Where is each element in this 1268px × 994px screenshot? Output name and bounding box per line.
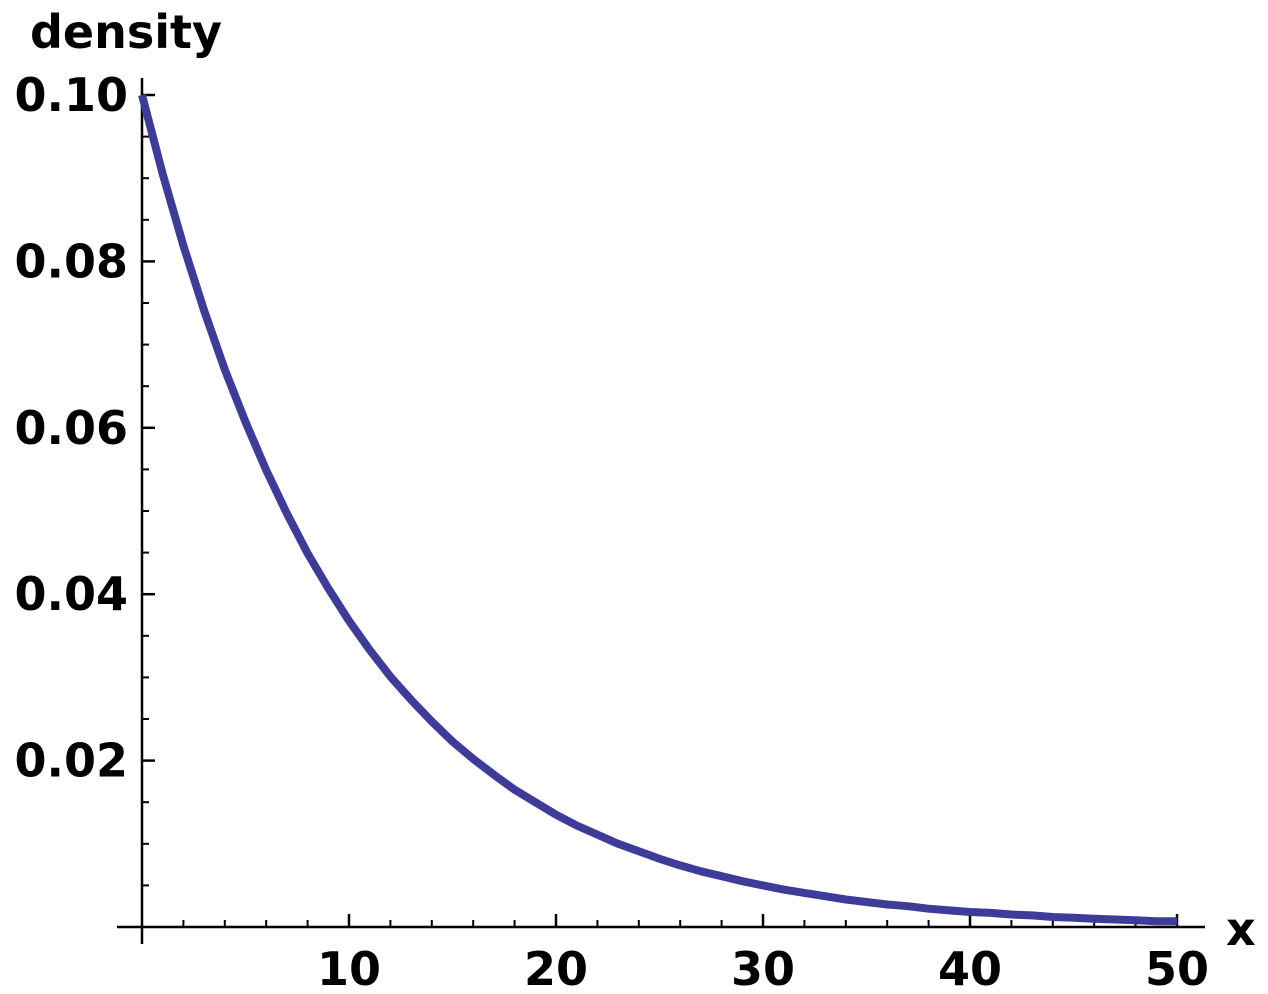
x-tick-label: 10	[317, 942, 381, 994]
x-tick-label: 40	[938, 942, 1002, 994]
y-axis-label: density	[30, 5, 222, 59]
x-tick-label: 50	[1145, 942, 1209, 994]
y-tick-label: 0.04	[15, 567, 129, 621]
density-curve	[138, 93, 1177, 926]
y-tick-label: 0.08	[15, 234, 129, 288]
x-tick-label: 30	[731, 942, 795, 994]
x-axis-label: x	[1226, 902, 1256, 956]
series-layer	[138, 93, 1177, 926]
y-tick-label: 0.10	[15, 68, 129, 122]
y-tick-label: 0.02	[15, 734, 129, 788]
minor-ticks	[142, 135, 1137, 927]
y-tick-label: 0.06	[15, 401, 129, 455]
major-ticks	[142, 93, 1179, 927]
x-tick-labels: 10 20 30 40 50	[317, 942, 1209, 994]
x-tick-label: 20	[524, 942, 588, 994]
y-tick-labels: 0.02 0.04 0.06 0.08 0.10	[15, 68, 129, 788]
